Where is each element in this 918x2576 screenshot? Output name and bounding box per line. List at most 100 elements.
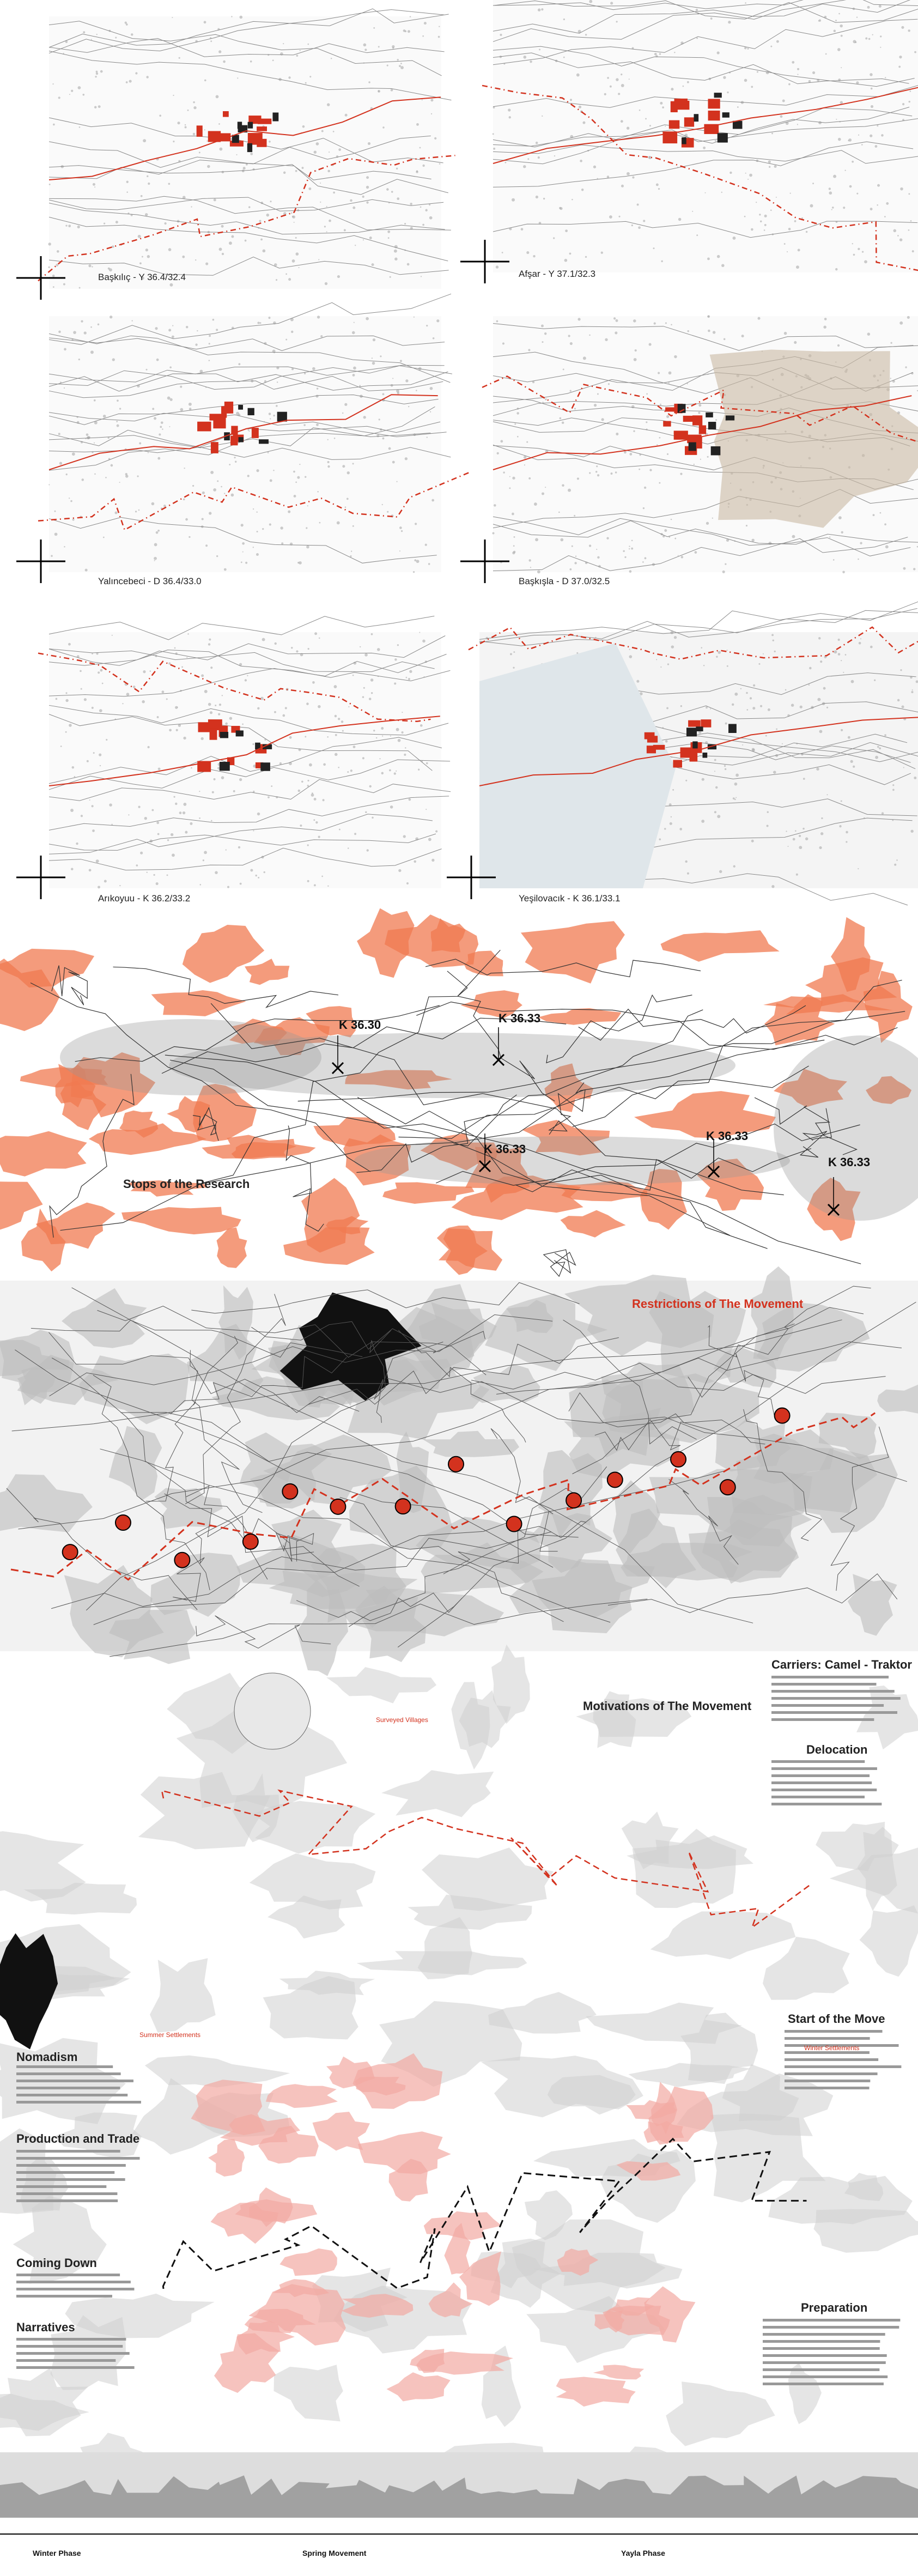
terrain-dot [416, 123, 419, 126]
terrain-dot [712, 331, 716, 334]
land-blob [245, 959, 290, 985]
terrain-dot [136, 864, 138, 866]
terrain-dot [58, 96, 60, 99]
terrain-dot [817, 698, 821, 701]
terrain-dot [390, 88, 393, 92]
terrain-dot [795, 873, 798, 876]
terrain-dot [642, 507, 645, 510]
terrain-dot [350, 769, 352, 772]
terrain-dot [63, 52, 64, 54]
river [161, 1017, 567, 1074]
terrain-dot [219, 147, 223, 151]
terrain-dot [658, 188, 660, 190]
terrain-dot [210, 820, 212, 822]
terrain-dot [896, 859, 898, 861]
terrain-dot [706, 522, 709, 525]
terrain-dot [512, 512, 514, 516]
terrain-dot [179, 811, 182, 815]
terrain-dot [191, 767, 192, 769]
terrain-dot [352, 674, 354, 676]
terrain-dot [558, 511, 560, 513]
terrain-dot [289, 736, 292, 739]
terrain-dot [867, 5, 870, 9]
terrain-dot [199, 817, 200, 819]
terrain-dot [303, 424, 306, 426]
land-blob [306, 1006, 356, 1038]
terrain-dot [852, 160, 854, 163]
terrain-dot [430, 113, 433, 115]
building [701, 719, 712, 728]
terrain-dot [759, 220, 762, 223]
terrain-dot [496, 320, 498, 323]
terrain-dot [283, 171, 286, 174]
terrain-dot [313, 150, 317, 154]
terrain-dot [722, 570, 725, 573]
lake [279, 1292, 422, 1401]
terrain-dot [195, 343, 198, 346]
terrain-dot [686, 872, 689, 875]
terrain-dot [799, 846, 803, 850]
terrain-dot [396, 728, 399, 731]
map-panel [16, 8, 455, 300]
text-line [16, 2164, 126, 2167]
terrain-dot [667, 663, 670, 665]
road [830, 1426, 889, 1591]
terrain-dot [659, 838, 661, 841]
terrain-dot [68, 225, 71, 228]
terrain-dot [852, 243, 853, 245]
terrain-dot [725, 563, 727, 565]
terrain-dot [54, 532, 58, 536]
terrain-dot [397, 59, 399, 61]
land-blob [0, 1181, 43, 1230]
terrain-dot [366, 201, 369, 204]
terrain-dot [64, 545, 65, 548]
terrain-dot [500, 33, 502, 37]
terrain-dot [119, 408, 121, 410]
terrain-dot [394, 682, 397, 685]
terrain-dot [812, 71, 816, 74]
terrain-dot [685, 860, 688, 863]
terrain-dot [842, 571, 845, 574]
contour [48, 517, 437, 563]
terrain-dot [674, 355, 677, 359]
terrain-dot [703, 665, 705, 666]
pasture [626, 2100, 677, 2120]
terrain-dot [192, 484, 194, 487]
terrain-dot [312, 367, 315, 371]
building [217, 133, 231, 142]
terrain-dot [847, 736, 850, 739]
terrain-dot [137, 475, 139, 477]
terrain-dot [781, 743, 783, 744]
contour [48, 427, 431, 448]
terrain-dot [717, 815, 721, 819]
terrain-dot [824, 318, 827, 320]
river [192, 1107, 219, 1141]
terrain-dot [353, 366, 356, 370]
water [479, 643, 676, 888]
terrain-dot [213, 488, 217, 492]
terrain-dot [83, 31, 86, 34]
terrain-dot [533, 502, 537, 506]
terrain-dot [764, 214, 767, 217]
terrain-dot [835, 268, 838, 271]
terrain-dot [596, 549, 598, 550]
terrain-dot [569, 568, 572, 571]
terrain-dot [414, 559, 417, 562]
terrain-dot [643, 486, 647, 489]
contour [48, 203, 445, 235]
terrain-dot [737, 106, 739, 108]
terrain-dot [841, 531, 843, 534]
contour [493, 46, 915, 87]
route-band [774, 1035, 918, 1221]
terrain-dot [523, 456, 527, 459]
terrain-dot [732, 237, 736, 240]
terrain-dot [204, 689, 208, 693]
terrain-dot [710, 708, 712, 710]
terrain-dot [910, 676, 913, 679]
terrain-dot [747, 178, 749, 180]
terrain-dot [209, 711, 213, 714]
terrain-dot [877, 125, 879, 127]
land-blob [459, 1690, 511, 1748]
terrain-dot [733, 865, 735, 868]
